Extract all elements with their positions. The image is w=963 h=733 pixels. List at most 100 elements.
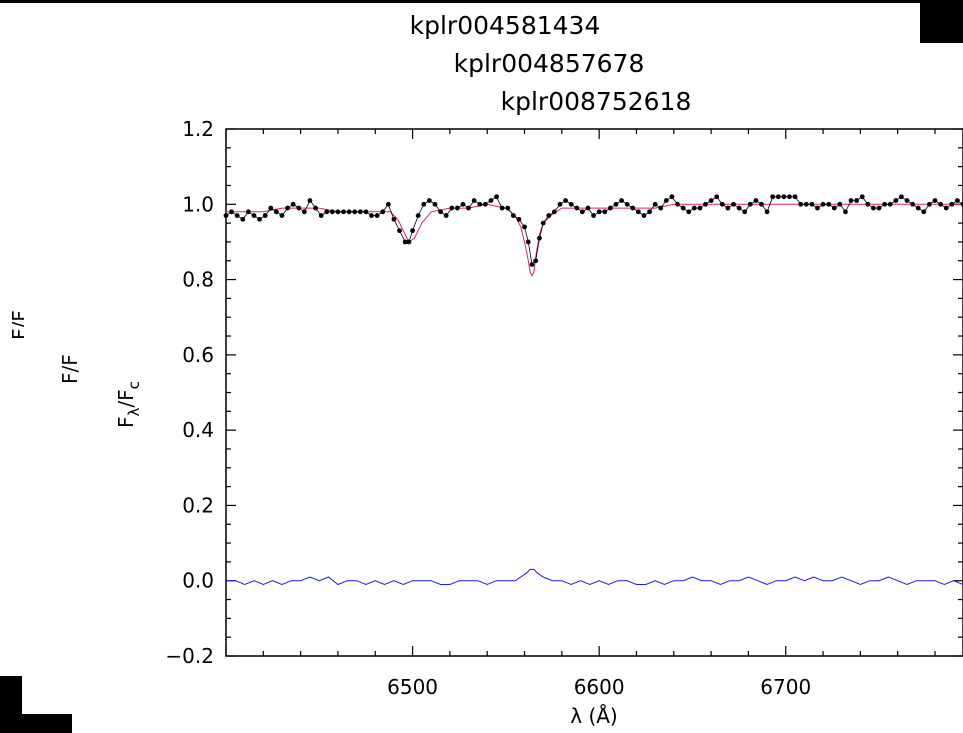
observed-point bbox=[313, 205, 318, 211]
observed-point bbox=[831, 205, 837, 211]
x-axis-label: λ (Å) bbox=[570, 704, 617, 728]
observed-point bbox=[352, 209, 358, 215]
observed-point bbox=[781, 194, 787, 200]
observed-point bbox=[703, 201, 708, 207]
y-tick-label: 1.2 bbox=[182, 117, 214, 141]
observed-point bbox=[882, 201, 888, 207]
observed-point bbox=[736, 205, 742, 211]
observed-point bbox=[494, 194, 499, 200]
observed-point bbox=[747, 201, 753, 207]
observed-point bbox=[234, 213, 240, 218]
observed-point bbox=[893, 198, 899, 203]
observed-point bbox=[865, 201, 871, 207]
observed-series bbox=[223, 194, 963, 267]
observed-point bbox=[641, 213, 647, 218]
observed-point bbox=[848, 198, 854, 203]
observed-point bbox=[663, 198, 669, 203]
observed-point bbox=[460, 201, 466, 207]
observed-point bbox=[477, 201, 483, 207]
observed-point bbox=[546, 213, 552, 218]
label-fragment-a: F/F bbox=[8, 310, 24, 340]
observed-point bbox=[960, 201, 963, 207]
observed-point bbox=[290, 201, 296, 207]
y-tick-label: 0.4 bbox=[182, 418, 214, 442]
observed-point bbox=[635, 209, 641, 215]
x-tick-labels: 6500 6600 6700 bbox=[387, 675, 811, 699]
y-tick-label: 0.2 bbox=[182, 493, 214, 517]
observed-point bbox=[397, 228, 402, 234]
observed-point bbox=[410, 228, 415, 234]
observed-point bbox=[285, 205, 290, 211]
observed-point bbox=[955, 198, 960, 203]
observed-point bbox=[759, 201, 764, 207]
observed-point bbox=[591, 213, 596, 218]
observed-point bbox=[363, 209, 369, 215]
observed-point bbox=[619, 198, 624, 203]
y-axis-label: Fλ/Fc bbox=[114, 381, 143, 428]
observed-point bbox=[719, 201, 725, 207]
observed-point bbox=[522, 224, 527, 230]
observed-point bbox=[329, 209, 335, 215]
observed-point bbox=[385, 201, 391, 207]
y-tick-label: 1.0 bbox=[182, 192, 214, 216]
observed-point bbox=[341, 209, 346, 215]
observed-point bbox=[268, 205, 274, 211]
observed-point bbox=[904, 198, 910, 203]
y-axis-label-main: F bbox=[114, 416, 138, 428]
observed-point bbox=[798, 201, 804, 207]
observed-point bbox=[686, 209, 692, 215]
chart-title-1: kplr004581434 bbox=[410, 11, 601, 40]
observed-point bbox=[443, 213, 449, 218]
observed-point bbox=[669, 194, 675, 200]
observed-point bbox=[369, 213, 374, 218]
observed-point bbox=[949, 201, 955, 207]
observed-point bbox=[380, 209, 386, 215]
observed-point bbox=[551, 209, 557, 215]
observed-point bbox=[488, 198, 494, 203]
observed-point bbox=[652, 201, 658, 207]
observed-point bbox=[229, 209, 234, 215]
observed-point bbox=[876, 205, 882, 211]
observed-point bbox=[406, 239, 412, 245]
observed-point bbox=[245, 209, 251, 215]
observed-point bbox=[402, 239, 408, 245]
observed-point bbox=[499, 205, 505, 211]
observed-point bbox=[279, 213, 285, 218]
observed-point bbox=[708, 198, 714, 203]
x-tick-label: 6600 bbox=[574, 675, 625, 699]
observed-point bbox=[854, 198, 860, 203]
observed-point bbox=[596, 209, 602, 215]
svg-text:Fλ/Fc: Fλ/Fc bbox=[114, 381, 143, 428]
observed-point bbox=[697, 205, 703, 211]
observed-point bbox=[803, 201, 809, 207]
observed-point bbox=[537, 235, 542, 241]
observed-point bbox=[843, 209, 848, 215]
y-tick-label: 0.0 bbox=[182, 569, 214, 593]
observed-point bbox=[725, 205, 731, 211]
observed-point bbox=[251, 213, 257, 218]
observed-point bbox=[871, 205, 876, 211]
axis-ticks bbox=[225, 128, 963, 657]
observed-point bbox=[529, 262, 535, 267]
chart-title-3: kplr008752618 bbox=[501, 87, 692, 116]
observed-point bbox=[675, 201, 680, 207]
observed-point bbox=[449, 205, 455, 211]
x-tick-label: 6700 bbox=[760, 675, 811, 699]
observed-point bbox=[932, 198, 938, 203]
observed-point bbox=[647, 209, 652, 215]
residual-series bbox=[226, 568, 963, 586]
observed-point bbox=[568, 201, 574, 207]
observed-point bbox=[262, 213, 268, 218]
observed-point bbox=[624, 201, 630, 207]
corner-block-top-right bbox=[920, 0, 963, 43]
observed-point bbox=[533, 258, 539, 264]
y-axis-label-slash: /F bbox=[114, 389, 138, 407]
observed-point bbox=[899, 194, 904, 200]
observed-point bbox=[613, 201, 619, 207]
observed-point bbox=[826, 201, 832, 207]
observed-point bbox=[691, 205, 697, 211]
label-fragment-b: F/F bbox=[58, 354, 82, 384]
observed-point bbox=[525, 239, 531, 245]
chart-title-2: kplr004857678 bbox=[454, 49, 645, 78]
